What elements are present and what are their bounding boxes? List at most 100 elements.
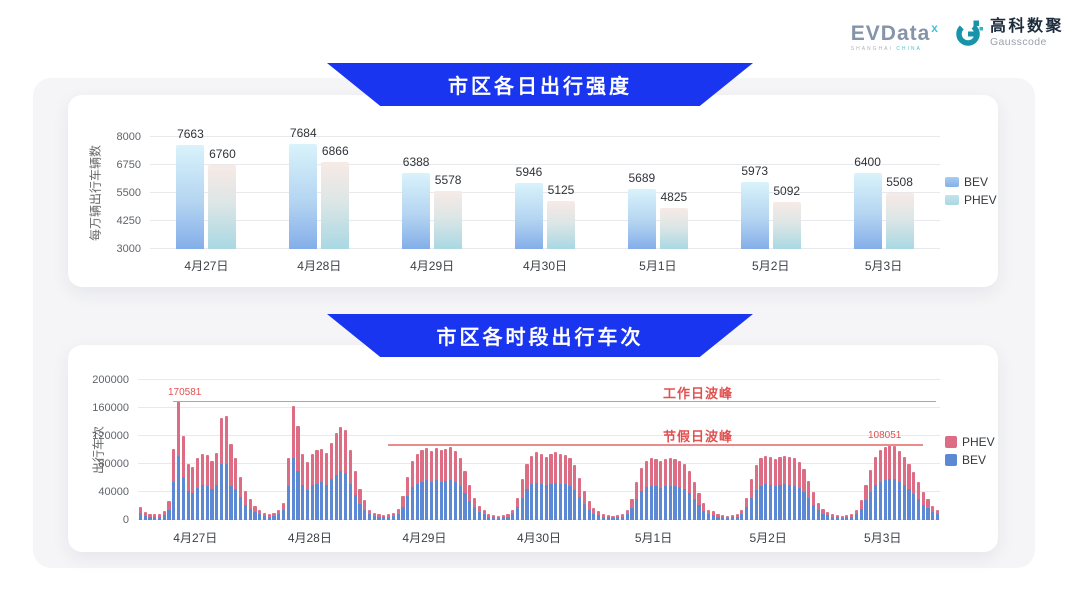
bev-stack-bar [334,474,338,520]
bev-stack-bar [439,481,443,520]
legend-item-phev[interactable]: PHEV [945,193,997,207]
phev-stack-bar [931,506,935,513]
x-tick-label: 5月2日 [749,531,787,545]
y-tick-label: 160000 [92,402,129,414]
y-tick-label: 40000 [98,486,129,498]
gridline [138,463,940,464]
bev-stack-bar [558,483,563,520]
phev-stack-bar [673,459,677,487]
bev-stack-bar [625,514,629,520]
gridline [138,491,940,492]
phev-stack-bar [821,508,825,514]
phev-stack-bar [320,448,324,483]
bev-stack-bar [200,485,205,520]
bev-stack-bar [759,486,763,520]
bev-stack-bar [339,471,343,520]
phev-stack-bar [544,457,548,485]
bev-stack-bar [282,510,286,520]
phev-stack-bar [506,513,510,517]
bev-stack-bar [749,497,754,520]
bev-stack-bar [788,485,792,520]
phev-stack-bar [835,515,839,518]
bev-stack-bar [468,501,472,520]
phev-stack-bar [687,471,691,493]
phev-stack-bar [850,513,854,517]
phev-stack-bar [229,443,233,487]
bev-stack-bar [554,482,558,520]
phev-stack-bar [434,447,438,481]
bev-stack-bar [243,504,247,520]
phev-stack-bar [391,513,395,516]
bev-stack-bar [463,493,467,520]
chart1-legend: BEV PHEV [945,175,997,207]
bev-stack-bar [573,489,577,520]
phev-stack-bar [893,445,897,480]
legend-item-bev[interactable]: BEV [945,453,995,467]
bev-stack-bar [649,486,653,520]
phev-stack-bar [496,515,500,518]
phev-stack-bar [845,515,849,518]
bev-value-label: 5689 [628,170,656,185]
x-tick-label: 5月1日 [639,259,677,273]
bev-value-label: 5946 [515,165,543,180]
phev-stack-bar [888,444,892,479]
phev-stack-bar [444,448,448,481]
phev-stack-bar [616,515,620,518]
evdata-subtext-right: CHINA [896,46,922,52]
bev-stack-bar [138,513,142,520]
phev-stack-bar [511,509,515,515]
evdata-sup-x: x [931,21,939,35]
phev-stack-bar [143,512,147,516]
gridline [150,164,940,165]
phev-stack-bar [339,426,343,471]
phev-stack-bar [869,469,873,492]
phev-value-label: 6760 [209,146,236,161]
bev-stack-bar [692,499,696,520]
phev-stack-bar [439,450,443,482]
legend-item-bev[interactable]: BEV [945,175,997,189]
phev-stack-bar [272,513,276,516]
phev-stack-bar [382,515,386,518]
bev-stack-bar [582,503,586,520]
phev-stack-bar [535,452,539,483]
bev-stack-bar [449,480,453,520]
peak-annotation-line [173,400,936,402]
bev-stack-bar [764,484,768,520]
phev-stack-bar [348,450,353,484]
phev-stack-bar [725,515,730,518]
phev-stack-bar [568,458,572,487]
legend-item-phev[interactable]: PHEV [945,435,995,449]
phev-stack-bar [730,515,734,518]
legend-label: PHEV [964,193,997,207]
bev-stack-bar [205,485,209,520]
phev-stack-bar [472,497,477,508]
gausscode-en: Gausscode [989,36,1047,49]
phev-stack-bar [921,492,925,505]
phev-stack-bar [396,508,400,514]
phev-value-label: 5125 [547,183,575,198]
phev-stack-bar [410,460,415,488]
bev-value-label: 6388 [402,155,430,170]
phev-stack-bar [897,451,901,483]
bev-legend-swatch [945,454,957,466]
bev-stack-bar [826,515,830,520]
bev-bar [176,144,205,249]
phev-stack-bar [854,510,859,515]
x-tick-label: 5月2日 [752,259,790,273]
phev-stack-bar [324,452,329,485]
bev-stack-bar [916,499,921,520]
bev-stack-bar [683,489,687,520]
gausscode-text: 高科数聚 Gausscode [990,18,1064,48]
bev-stack-bar [196,487,200,520]
bev-stack-bar [477,512,481,520]
x-tick-label: 4月27日 [184,259,229,273]
bev-stack-bar [907,489,911,520]
phev-stack-bar [754,465,758,490]
chart1-title: 市区各日出行强度 [448,76,632,98]
phev-stack-bar [654,459,658,487]
bev-stack-bar [873,485,878,520]
phev-value-label: 5092 [773,184,801,199]
phev-stack-bar [549,453,553,484]
bev-stack-bar [248,508,252,520]
bev-stack-bar [262,515,267,520]
